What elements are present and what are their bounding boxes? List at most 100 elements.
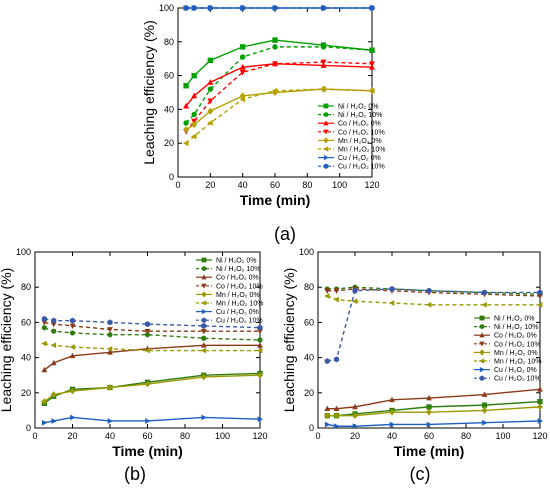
- series-7: [41, 315, 263, 331]
- data-point: [207, 107, 214, 115]
- series-4: [41, 371, 263, 405]
- data-point: [201, 322, 207, 329]
- y-tick-label: 0: [169, 172, 174, 182]
- legend-entry: Ni / H₂O₂ 10%: [216, 266, 260, 273]
- series-1: [183, 44, 375, 126]
- data-point: [320, 86, 326, 93]
- data-point: [51, 418, 57, 424]
- data-point: [272, 37, 278, 43]
- data-point: [333, 356, 340, 363]
- data-point: [51, 317, 57, 324]
- data-point: [389, 285, 395, 292]
- data-point: [239, 96, 246, 103]
- data-point: [144, 321, 151, 328]
- y-tick-label: 80: [304, 282, 314, 292]
- legend-entry: Co / H₂O₂ 10%: [338, 129, 385, 136]
- legend-entry: Mn / H₂O₂ 10%: [338, 147, 385, 154]
- y-tick-label: 20: [164, 138, 174, 148]
- data-point: [191, 92, 198, 99]
- data-point: [107, 349, 113, 355]
- legend-entry: Cu / H₂O₂ 10%: [494, 376, 541, 383]
- legend-marker: [201, 308, 207, 315]
- series-5: [41, 340, 263, 354]
- data-point: [536, 301, 543, 308]
- legend-marker: [201, 257, 207, 263]
- data-point: [481, 289, 488, 296]
- data-point: [425, 301, 432, 308]
- legend-marker: [323, 163, 329, 169]
- data-point: [183, 4, 189, 12]
- data-point: [481, 301, 487, 308]
- data-point: [69, 317, 76, 324]
- series-5: [182, 86, 375, 147]
- data-point: [324, 405, 331, 411]
- data-point: [207, 79, 214, 85]
- data-point: [320, 4, 327, 12]
- legend-entry: Cu / H₂O₂ 0%: [216, 309, 259, 316]
- legend-entry: Ni / H₂O₂ 0%: [216, 258, 256, 265]
- data-point: [369, 61, 375, 68]
- x-tick-label: 60: [142, 431, 152, 441]
- data-point: [200, 373, 207, 381]
- data-point: [239, 54, 246, 60]
- series-line: [327, 388, 541, 410]
- legend-marker: [201, 266, 207, 271]
- legend-marker: [201, 291, 207, 298]
- data-point: [388, 300, 395, 306]
- data-point: [107, 332, 113, 338]
- legend: Ni / H₂O₂ 0%Ni / H₂O₂ 10% Co / H₂O₂ 0%Co …: [474, 316, 541, 383]
- x-tick-label: 0: [32, 431, 37, 441]
- y-tick-label: 0: [309, 423, 314, 433]
- x-tick-label: 80: [302, 180, 312, 190]
- data-point: [257, 371, 263, 379]
- y-tick-label: 100: [159, 3, 174, 13]
- data-point: [144, 332, 151, 338]
- x-tick-label: 60: [424, 431, 434, 441]
- y-tick-label: 20: [21, 388, 31, 398]
- legend-marker: [323, 112, 329, 117]
- data-point: [144, 328, 151, 335]
- data-point: [324, 421, 331, 428]
- y-axis-title: Leaching efficiency (%): [281, 268, 297, 412]
- legend-marker: [201, 283, 207, 289]
- series-3: [41, 320, 263, 335]
- data-point: [272, 44, 278, 50]
- x-tick-label: 40: [238, 180, 248, 190]
- data-point: [352, 412, 358, 420]
- data-point: [426, 404, 432, 410]
- data-point: [257, 337, 263, 343]
- x-tick-label: 80: [461, 431, 471, 441]
- data-point: [537, 399, 543, 405]
- data-point: [334, 423, 340, 430]
- data-point: [190, 133, 197, 140]
- data-point: [257, 342, 263, 348]
- data-point: [352, 403, 358, 410]
- legend-entry: Co / H₂O₂ 10%: [494, 341, 541, 348]
- data-point: [191, 111, 197, 118]
- x-tick-label: 0: [175, 180, 180, 190]
- data-point: [426, 394, 432, 401]
- data-point: [239, 63, 246, 70]
- data-point: [50, 321, 57, 328]
- x-tick-label: 80: [180, 431, 190, 441]
- data-point: [426, 408, 432, 416]
- data-point: [271, 87, 278, 94]
- data-point: [200, 347, 207, 354]
- series-1: [41, 325, 263, 343]
- legend-entry: Mn / H₂O₂ 0%: [338, 138, 382, 145]
- legend-marker: [201, 317, 207, 323]
- y-tick-label: 40: [164, 104, 174, 114]
- data-point: [389, 396, 395, 403]
- data-point: [207, 4, 214, 12]
- data-point: [42, 419, 48, 426]
- legend-entry: Co / H₂O₂ 10%: [216, 283, 263, 290]
- series-line: [43, 344, 260, 371]
- y-tick-label: 40: [21, 353, 31, 363]
- series-6: [324, 418, 544, 430]
- legend-marker: [479, 375, 485, 381]
- legend-marker: [479, 349, 485, 356]
- data-point: [257, 328, 263, 335]
- data-point: [426, 421, 433, 428]
- data-point: [183, 83, 189, 89]
- data-point: [69, 387, 76, 395]
